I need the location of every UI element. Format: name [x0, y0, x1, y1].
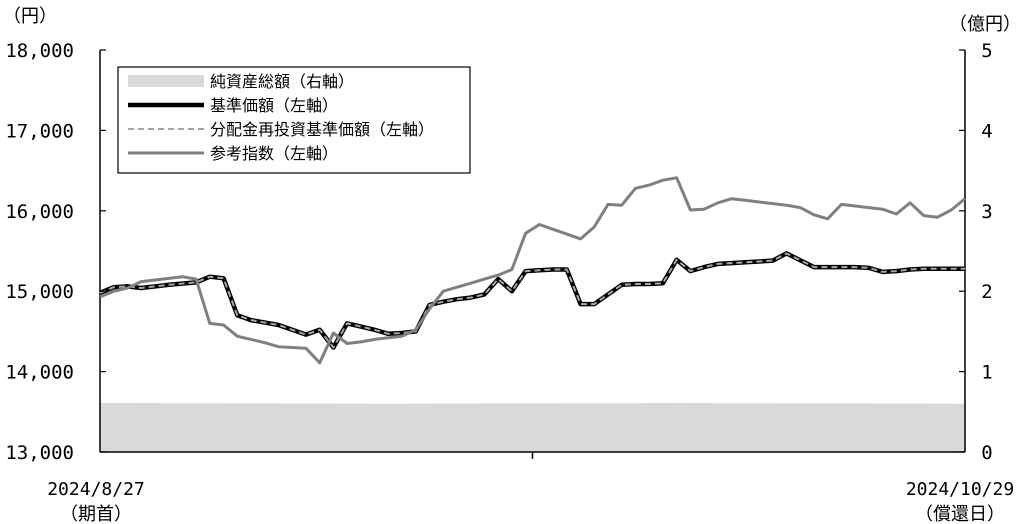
x-end-sublabel: （償還日）	[915, 504, 1005, 524]
left-tick-label: 17,000	[5, 120, 74, 142]
right-tick-label: 0	[981, 442, 992, 464]
legend-label: 分配金再投資基準価額（左軸）	[210, 120, 434, 139]
reference-index-line	[99, 176, 966, 365]
legend-swatch-area	[128, 75, 204, 87]
legend-label: 純資産総額（右軸）	[210, 72, 354, 91]
left-tick-label: 18,000	[5, 40, 74, 62]
legend-label: 参考指数（左軸）	[210, 144, 338, 163]
left-tick-label: 14,000	[5, 362, 74, 384]
right-tick-label: 1	[981, 362, 992, 384]
legend-label: 基準価額（左軸）	[210, 96, 338, 115]
reinvested-price-line	[99, 252, 965, 349]
left-tick-label: 13,000	[5, 442, 74, 464]
x-end-date: 2024/10/29	[906, 479, 1014, 500]
net-assets-area	[100, 402, 965, 452]
x-start-sublabel: （期首）	[60, 504, 132, 524]
right-tick-label: 5	[981, 40, 992, 62]
left-tick-label: 16,000	[5, 201, 74, 223]
right-tick-label: 3	[981, 201, 992, 223]
left-tick-label: 15,000	[5, 281, 74, 303]
left-axis-unit: （円）	[3, 6, 57, 27]
right-tick-label: 4	[981, 120, 992, 142]
x-start-date: 2024/8/27	[47, 479, 145, 500]
right-axis-unit: （億円）	[949, 14, 1019, 35]
right-tick-label: 2	[981, 281, 992, 303]
